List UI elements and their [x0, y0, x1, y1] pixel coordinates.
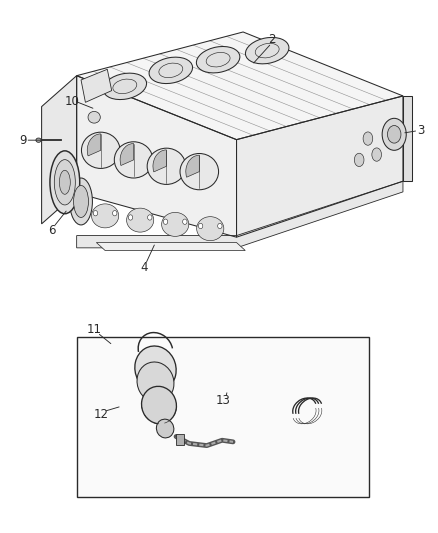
Ellipse shape — [156, 419, 174, 438]
Ellipse shape — [163, 219, 168, 224]
Polygon shape — [81, 69, 112, 102]
Ellipse shape — [183, 219, 187, 224]
Ellipse shape — [382, 118, 406, 150]
Ellipse shape — [354, 154, 364, 167]
Ellipse shape — [388, 125, 401, 143]
Text: 13: 13 — [216, 394, 231, 407]
Text: 2: 2 — [268, 34, 276, 46]
Text: 10: 10 — [65, 95, 80, 108]
Ellipse shape — [93, 211, 98, 216]
Ellipse shape — [218, 223, 222, 229]
Polygon shape — [42, 76, 77, 224]
Text: 11: 11 — [87, 323, 102, 336]
Ellipse shape — [36, 138, 41, 142]
Polygon shape — [77, 181, 403, 248]
Bar — [77, 337, 369, 497]
Ellipse shape — [103, 73, 147, 100]
Text: 4: 4 — [141, 261, 148, 274]
Ellipse shape — [363, 132, 373, 146]
Ellipse shape — [92, 204, 119, 228]
Ellipse shape — [245, 37, 289, 64]
Ellipse shape — [74, 185, 88, 217]
Polygon shape — [237, 96, 403, 237]
Ellipse shape — [147, 148, 186, 184]
Ellipse shape — [149, 57, 193, 84]
Ellipse shape — [135, 346, 176, 392]
Ellipse shape — [148, 215, 152, 220]
Ellipse shape — [372, 148, 381, 161]
Polygon shape — [176, 434, 184, 445]
Wedge shape — [153, 150, 166, 172]
Ellipse shape — [128, 215, 133, 220]
Text: 6: 6 — [48, 224, 56, 237]
Ellipse shape — [88, 111, 100, 123]
Ellipse shape — [54, 160, 75, 205]
Ellipse shape — [198, 223, 203, 229]
Polygon shape — [77, 76, 237, 237]
Wedge shape — [186, 155, 199, 177]
Ellipse shape — [70, 178, 92, 225]
Ellipse shape — [137, 362, 174, 402]
Ellipse shape — [180, 154, 219, 190]
Ellipse shape — [50, 151, 80, 214]
Ellipse shape — [59, 171, 70, 195]
Text: 3: 3 — [417, 124, 424, 137]
Text: 9: 9 — [19, 134, 27, 147]
Ellipse shape — [197, 217, 224, 241]
Ellipse shape — [141, 386, 177, 424]
Polygon shape — [403, 96, 412, 181]
Ellipse shape — [114, 142, 153, 178]
Ellipse shape — [127, 208, 154, 232]
Wedge shape — [87, 134, 101, 156]
Ellipse shape — [162, 213, 189, 237]
Text: 12: 12 — [93, 408, 108, 421]
Polygon shape — [96, 243, 245, 251]
Ellipse shape — [196, 46, 240, 73]
Polygon shape — [77, 32, 403, 140]
Ellipse shape — [113, 211, 117, 216]
Ellipse shape — [81, 132, 120, 168]
Wedge shape — [120, 143, 134, 166]
